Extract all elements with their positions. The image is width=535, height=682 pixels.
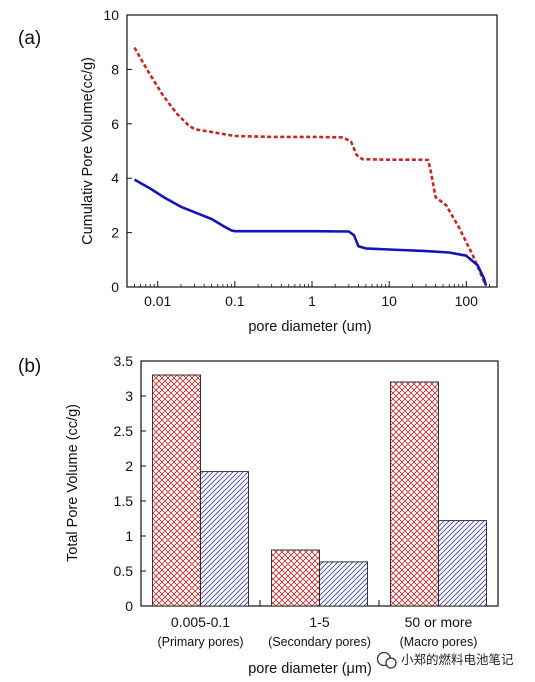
x-axis-title-b: pore diameter (μm) — [248, 661, 372, 677]
x-tick-label: 100 — [455, 293, 479, 309]
y-tick-label: 2 — [111, 225, 119, 241]
y-axis-title-a: Cumulativ Pore Volume(cc/g) — [80, 57, 96, 245]
y-tick-label: 2 — [125, 458, 133, 474]
category-label: 50 or more — [405, 614, 473, 630]
series-line-2 — [133, 178, 488, 286]
cumulative-pore-volume-chart: (a) 0 2 4 6 8 10 0.01 0.1 1 10 100 pore diameter … — [18, 7, 498, 335]
x-tick-label: 0.1 — [225, 293, 245, 309]
x-axis-title-a: pore diameter (um) — [248, 319, 371, 335]
total-pore-volume-chart: (b) 0 0.5 1 1.5 2 2.5 3 3.5 0.005-0.1 (Primary p… — [18, 353, 499, 677]
panel-label-a: (a) — [18, 28, 41, 49]
bar-3-series-1 — [390, 381, 439, 607]
bar-1-series-1 — [152, 374, 201, 607]
series-line-1 — [133, 46, 488, 287]
panel-label-b: (b) — [18, 356, 41, 377]
bar-3-series-2 — [438, 520, 487, 607]
x-tick-label: 0.01 — [144, 293, 171, 309]
x-tick-label: 10 — [381, 293, 397, 309]
wechat-icon — [376, 651, 397, 669]
category-sublabel: (Primary pores) — [157, 635, 243, 649]
y-tick-label: 0 — [111, 279, 119, 295]
y-tick-label: 6 — [111, 116, 119, 132]
y-tick-label: 4 — [111, 170, 119, 186]
bar-2-series-1 — [271, 549, 320, 607]
y-axis-a: 0 2 4 6 8 10 — [103, 7, 132, 295]
x-axis-a: 0.01 0.1 1 10 100 — [134, 281, 490, 309]
watermark-text: 小郑的燃料电池笔记 — [401, 652, 514, 667]
y-tick-label: 3.5 — [114, 353, 134, 369]
watermark: 小郑的燃料电池笔记 — [376, 651, 514, 669]
bar-2-series-2 — [319, 561, 368, 607]
x-tick-label: 1 — [308, 293, 316, 309]
category-label: 0.005-0.1 — [171, 614, 230, 630]
bar-1-series-2 — [200, 471, 249, 607]
y-tick-label: 0 — [125, 598, 133, 614]
series-group-a — [133, 46, 488, 287]
x-axis-b: 0.005-0.1 (Primary pores) 1-5 (Secondary po… — [157, 600, 477, 649]
y-tick-label: 0.5 — [114, 563, 134, 579]
y-tick-label: 8 — [111, 61, 119, 77]
y-axis-b: 0 0.5 1 1.5 2 2.5 3 3.5 — [114, 353, 146, 614]
plot-frame-a — [126, 14, 498, 288]
y-tick-label: 3 — [125, 388, 133, 404]
category-sublabel: (Secondary pores) — [268, 635, 371, 649]
category-label: 1-5 — [309, 614, 329, 630]
y-tick-label: 1 — [125, 528, 133, 544]
y-axis-title-b: Total Pore Volume (cc/g) — [65, 404, 81, 562]
category-sublabel: (Macro pores) — [400, 635, 478, 649]
y-tick-label: 2.5 — [114, 423, 134, 439]
bar-group-b — [152, 374, 487, 607]
y-tick-label: 1.5 — [114, 493, 134, 509]
y-tick-label: 10 — [103, 7, 119, 23]
